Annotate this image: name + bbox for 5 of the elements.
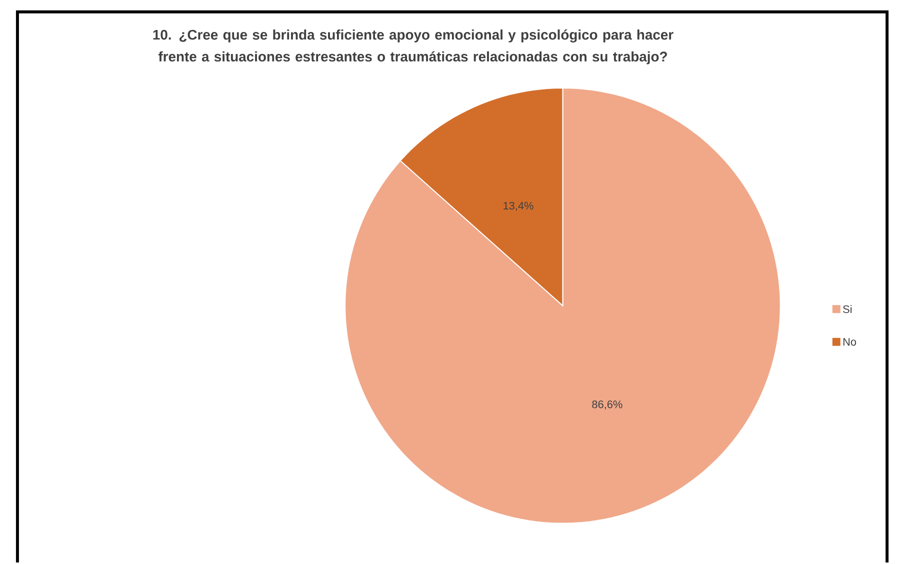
legend-label: No — [843, 338, 856, 346]
data-label: 13,4% — [504, 202, 534, 211]
chart-title: 10. ¿Cree que se brinda suficiente apoyo emocional y psicológico para hacer frente a situaciones estresantes o traumáticas relacionadas con su trabajo? — [153, 29, 674, 64]
data-label: 86,6% — [592, 400, 622, 410]
legend-label: Si — [843, 305, 852, 314]
